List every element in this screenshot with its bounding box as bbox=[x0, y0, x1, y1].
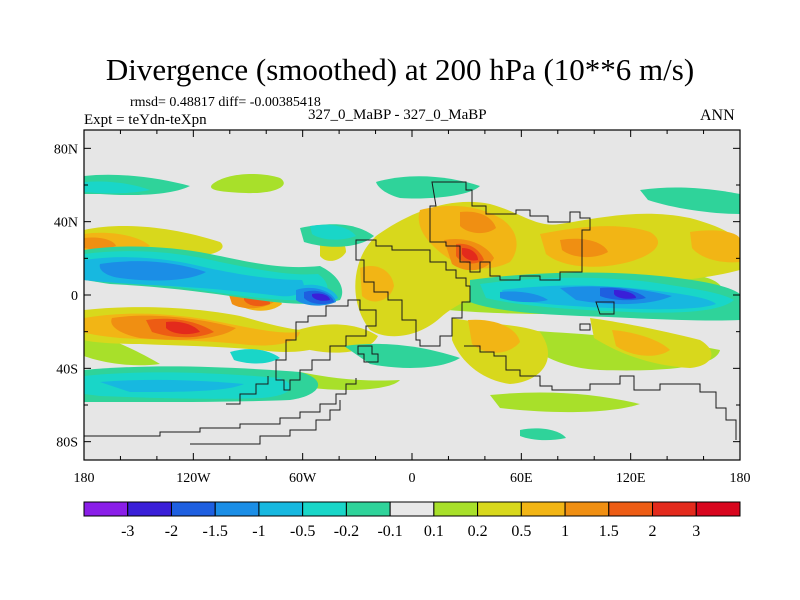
map-plot-area bbox=[84, 130, 740, 460]
x-tick-label: 60E bbox=[510, 471, 533, 486]
colorbar-label: 0.2 bbox=[468, 523, 488, 540]
colorbar-swatch bbox=[83, 501, 129, 517]
x-tick-label: 180 bbox=[730, 471, 751, 486]
colorbar-label: -1.5 bbox=[203, 523, 228, 540]
colorbar-label: -3 bbox=[121, 523, 134, 540]
rmsd-stats: rmsd= 0.48817 diff= -0.00385418 bbox=[130, 95, 321, 110]
colorbar-label: 0.1 bbox=[424, 523, 444, 540]
colorbar-label: -0.5 bbox=[290, 523, 315, 540]
colorbar-swatch bbox=[695, 501, 741, 517]
colorbar-swatch bbox=[170, 501, 216, 517]
y-tick-label: 40N bbox=[54, 216, 78, 231]
colorbar-label: -2 bbox=[165, 523, 178, 540]
chart-title: Divergence (smoothed) at 200 hPa (10**6 … bbox=[105, 52, 695, 87]
colorbar-swatch bbox=[345, 501, 391, 517]
colorbar-swatch bbox=[608, 501, 654, 517]
y-tick-label: 80S bbox=[56, 436, 78, 451]
colorbar-label: 2 bbox=[649, 523, 657, 540]
x-tick-label: 0 bbox=[409, 471, 416, 486]
colorbar-swatch bbox=[302, 501, 347, 517]
colorbar-swatch bbox=[564, 501, 610, 517]
colorbar-swatch bbox=[477, 501, 522, 517]
colorbar-swatch bbox=[127, 501, 172, 517]
y-axis: 80N 40N 0 40S 80S bbox=[54, 142, 740, 451]
colorbar-label: -0.2 bbox=[334, 523, 359, 540]
x-axis: 180 120W 60W 0 60E 120E 180 bbox=[74, 130, 751, 486]
colorbar: -3 -2 -1.5 -1 -0.5 -0.2 -0.1 0.1 0.2 0.5 1 1.5 2 3 bbox=[83, 501, 741, 540]
colorbar-swatch bbox=[433, 501, 479, 517]
colorbar-label: -1 bbox=[252, 523, 265, 540]
negative-band-2 bbox=[312, 290, 636, 301]
coastlines bbox=[84, 181, 737, 445]
colorbar-label: -0.1 bbox=[377, 523, 402, 540]
y-tick-label: 0 bbox=[71, 289, 78, 304]
x-tick-label: 120W bbox=[176, 471, 211, 486]
colorbar-swatch bbox=[652, 501, 697, 517]
colorbar-swatch bbox=[214, 501, 260, 517]
y-tick-label: 80N bbox=[54, 142, 78, 157]
x-tick-label: 60W bbox=[289, 471, 317, 486]
colorbar-label: 0.5 bbox=[511, 523, 531, 540]
colorbar-swatch bbox=[389, 501, 435, 517]
x-tick-label: 120E bbox=[616, 471, 646, 486]
season-label: ANN bbox=[700, 107, 735, 124]
experiment-label: Expt = teYdn-teXpn bbox=[84, 112, 207, 128]
y-tick-label: 40S bbox=[56, 362, 78, 377]
colorbar-swatch bbox=[520, 501, 566, 517]
case-label: 327_0_MaBP - 327_0_MaBP bbox=[308, 107, 487, 123]
colorbar-label: 1 bbox=[561, 523, 569, 540]
positive-band-2-3 bbox=[166, 248, 478, 335]
colorbar-swatch bbox=[258, 501, 304, 517]
colorbar-label: 3 bbox=[692, 523, 700, 540]
colorbar-label: 1.5 bbox=[599, 523, 619, 540]
x-tick-label: 180 bbox=[74, 471, 95, 486]
